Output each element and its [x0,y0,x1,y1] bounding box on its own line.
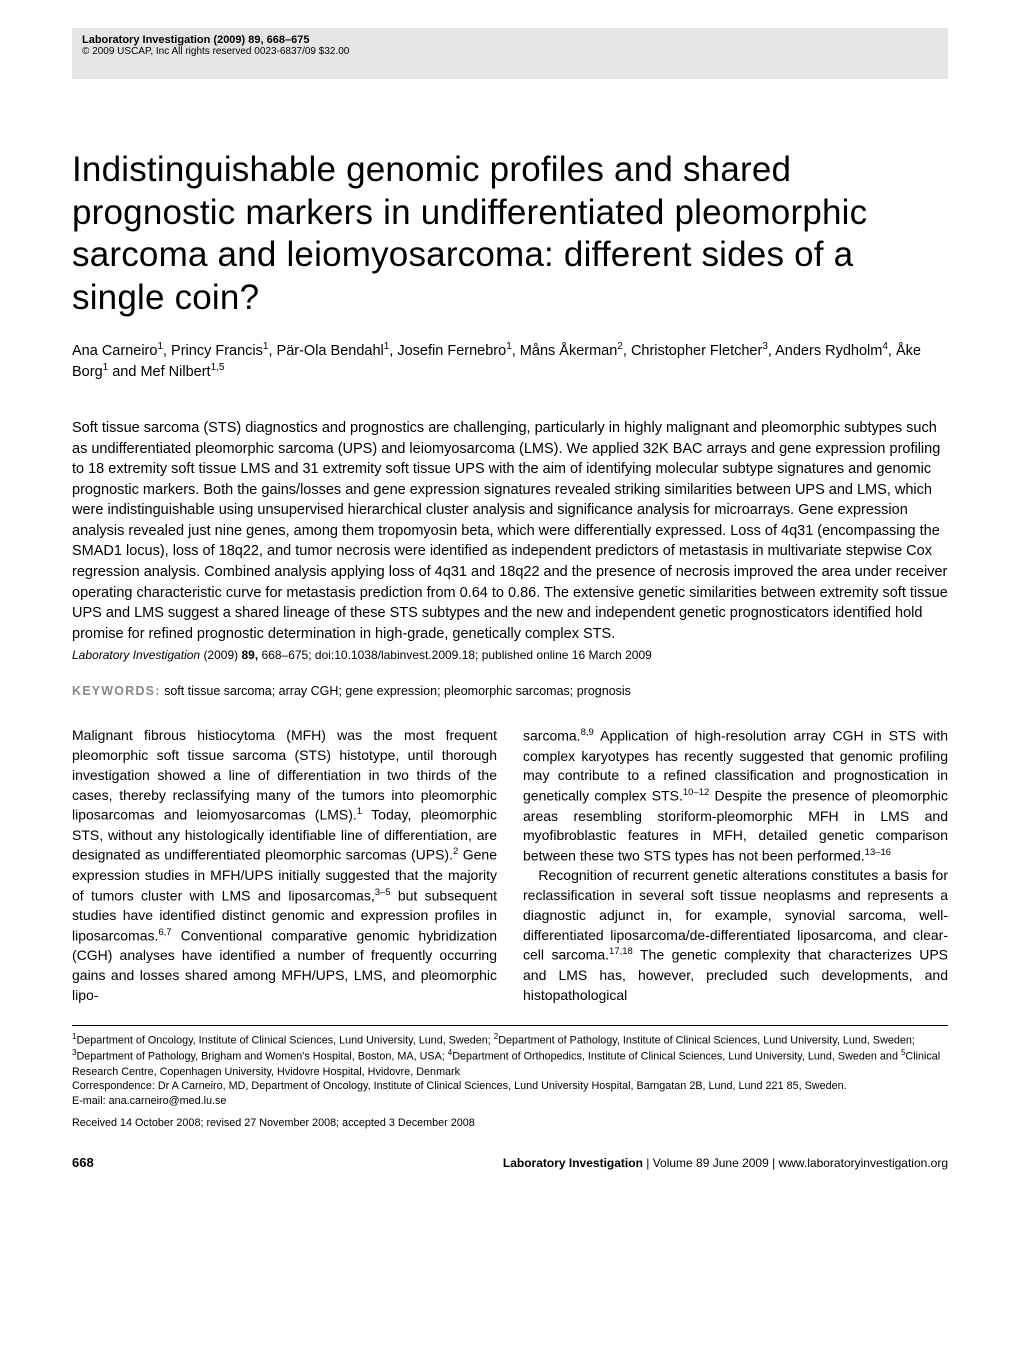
journal-page: Laboratory Investigation (2009) 89, 668–… [0,0,1020,1190]
citation-volume: 89, [241,648,258,662]
page-number: 668 [72,1155,94,1170]
affiliations: 1Department of Oncology, Institute of Cl… [72,1032,948,1079]
correspondence: Correspondence: Dr A Carneiro, MD, Depar… [72,1079,948,1094]
body-columns: Malignant fibrous histiocytoma (MFH) was… [72,726,948,1005]
journal-ref: Laboratory Investigation (2009) 89, 668–… [82,34,938,46]
body-paragraph: Malignant fibrous histiocytoma (MFH) was… [72,726,497,1005]
abstract-text: Soft tissue sarcoma (STS) diagnostics an… [72,418,948,644]
footer-url: www.laboratoryinvestigation.org [779,1156,948,1170]
journal-header: Laboratory Investigation (2009) 89, 668–… [72,28,948,79]
citation-doi: doi:10.1038/labinvest.2009.18; published… [315,648,652,662]
footnotes-block: 1Department of Oncology, Institute of Cl… [72,1025,948,1131]
citation-line: Laboratory Investigation (2009) 89, 668–… [72,648,948,662]
keywords-label: KEYWORDS: [72,684,161,698]
citation-pages: 668–675; [262,648,312,662]
footer-right: Laboratory Investigation | Volume 89 Jun… [503,1156,948,1170]
footer-issue: | Volume 89 June 2009 | [643,1156,779,1170]
copyright-line: © 2009 USCAP, Inc All rights reserved 00… [82,46,938,57]
footer-journal: Laboratory Investigation [503,1156,643,1170]
body-column-right: sarcoma.8,9 Application of high-resoluti… [523,726,948,1005]
page-footer: 668 Laboratory Investigation | Volume 89… [72,1155,948,1170]
citation-year: (2009) [203,648,238,662]
keywords-block: KEYWORDS: soft tissue sarcoma; array CGH… [72,684,948,698]
article-title: Indistinguishable genomic profiles and s… [72,149,948,320]
author-list: Ana Carneiro1, Princy Francis1, Pär-Ola … [72,340,948,382]
body-paragraph: Recognition of recurrent genetic alterat… [523,866,948,1005]
citation-journal: Laboratory Investigation [72,648,200,662]
body-paragraph: sarcoma.8,9 Application of high-resoluti… [523,726,948,866]
correspondence-email: E-mail: ana.carneiro@med.lu.se [72,1094,948,1109]
keywords-text: soft tissue sarcoma; array CGH; gene exp… [164,684,631,698]
body-column-left: Malignant fibrous histiocytoma (MFH) was… [72,726,497,1005]
dates-received: Received 14 October 2008; revised 27 Nov… [72,1116,948,1131]
